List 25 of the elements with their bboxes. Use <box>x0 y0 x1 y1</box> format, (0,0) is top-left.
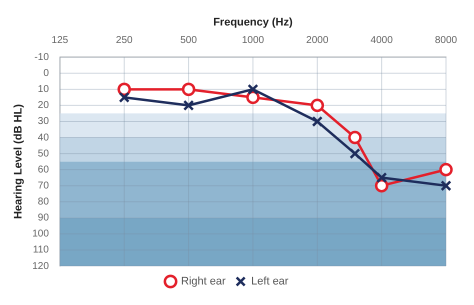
x-tick-label: 2000 <box>306 34 329 46</box>
y-tick-label: 10 <box>38 84 50 96</box>
x-tick-label: 125 <box>52 34 69 46</box>
y-tick-label: 70 <box>38 180 50 192</box>
y-tick-label: 50 <box>38 148 50 160</box>
x-tick-label: 8000 <box>434 34 458 46</box>
y-tick-label: 110 <box>32 244 50 256</box>
y-tick-label: 80 <box>38 196 50 208</box>
legend-label: Right ear <box>181 276 226 288</box>
y-tick-label: 20 <box>38 100 50 112</box>
x-tick-label: 500 <box>180 34 198 46</box>
y-tick-label: 60 <box>38 164 50 176</box>
y-tick-label: 0 <box>43 68 50 80</box>
x-tick-label: 1000 <box>242 34 264 46</box>
x-tick-label: 250 <box>116 34 134 46</box>
y-axis-title: Hearing Level (dB HL) <box>12 104 25 220</box>
y-tick-label: -10 <box>34 52 50 63</box>
y-tick-label: 30 <box>38 116 50 128</box>
y-tick-label: 120 <box>32 260 50 272</box>
x-tick-label: 4000 <box>370 34 394 46</box>
legend-label: Left ear <box>251 276 289 288</box>
y-tick-label: 90 <box>38 212 50 224</box>
y-tick-label: 40 <box>38 132 50 144</box>
x-axis-title: Frequency (Hz) <box>213 16 293 29</box>
y-tick-label: 100 <box>32 228 50 240</box>
